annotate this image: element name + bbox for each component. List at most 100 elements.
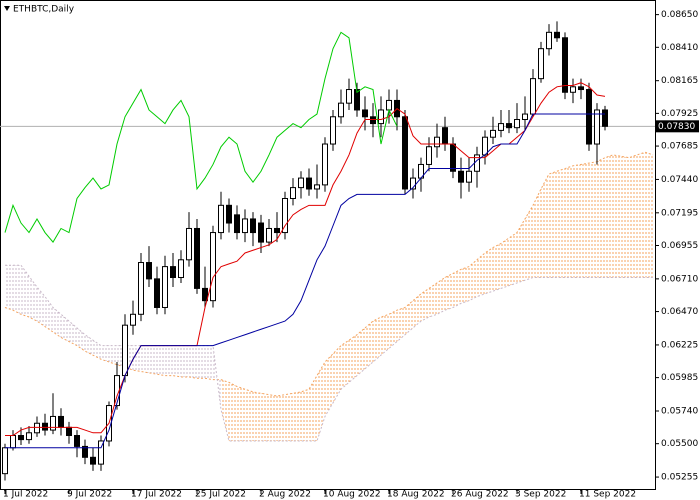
- current-price-box: [655, 120, 699, 133]
- cloud-fill: [221, 379, 229, 441]
- cloud-fill: [413, 293, 421, 328]
- cloud-fill: [357, 327, 365, 376]
- cloud-fill: [61, 314, 69, 342]
- candle-body: [162, 266, 168, 308]
- candle-body: [330, 116, 336, 145]
- candle-body: [450, 143, 456, 172]
- candle-body: [458, 170, 464, 183]
- candle-body: [74, 435, 80, 447]
- candle-body: [234, 214, 240, 234]
- candle-body: [290, 187, 296, 200]
- cloud-fill: [77, 327, 85, 352]
- cloud-fill: [13, 265, 21, 315]
- cloud-fill: [157, 345, 165, 376]
- cloud-fill: [341, 340, 349, 390]
- candle-body: [282, 198, 288, 234]
- cloud-fill: [493, 243, 501, 292]
- chart-title: ETHBTC,Daily: [13, 5, 75, 15]
- cloud-fill: [373, 317, 381, 362]
- cloud-fill: [613, 154, 621, 278]
- cloud-fill: [45, 296, 53, 332]
- cloud-fill: [101, 345, 109, 362]
- candle-body: [98, 440, 104, 465]
- cloud-span-line: [4, 151, 654, 397]
- candle-body: [586, 89, 592, 145]
- cloud-fill: [429, 282, 437, 318]
- cloud-fill: [205, 345, 213, 380]
- y-tick-label: 0.06955: [661, 241, 698, 251]
- cloud-fill: [141, 345, 149, 373]
- candle-body: [538, 48, 544, 80]
- candle-body: [266, 227, 272, 243]
- cloud-fill: [301, 389, 309, 441]
- candle-body: [466, 170, 472, 183]
- candle-body: [154, 278, 160, 308]
- cloud-fill: [509, 232, 517, 286]
- candle-body: [314, 184, 320, 190]
- cloud-fill: [245, 389, 253, 441]
- cloud-fill: [109, 345, 117, 365]
- cloud-fill: [453, 269, 461, 308]
- cloud-fill: [517, 218, 525, 283]
- y-tick-label: 0.07925: [661, 109, 698, 119]
- candle-body: [202, 287, 208, 302]
- cloud-fill: [637, 152, 645, 278]
- candle-body: [178, 259, 184, 279]
- cloud-fill: [37, 287, 45, 327]
- cloud-fill: [197, 345, 205, 379]
- candle-body: [250, 218, 256, 234]
- menu-triangle: [4, 6, 10, 11]
- candle-body: [570, 86, 576, 93]
- candle-body: [170, 266, 176, 279]
- cloud-fill: [445, 273, 453, 311]
- candle-body: [410, 177, 416, 190]
- cloud-fill: [477, 252, 485, 297]
- candle-body: [442, 127, 448, 145]
- cloud-fill: [253, 391, 261, 441]
- x-tick-label: 3 Sep 2022: [515, 490, 566, 500]
- candle-body: [602, 109, 608, 127]
- cloud-fill: [85, 334, 93, 356]
- cloud-fill: [269, 394, 277, 441]
- x-tick-label: 25 Jul 2022: [195, 490, 246, 500]
- cloud-fill: [541, 173, 549, 278]
- indicator-line: [5, 113, 605, 449]
- y-tick-label: 0.08165: [661, 76, 698, 86]
- cloud-fill: [189, 345, 197, 379]
- candle-body: [82, 445, 88, 458]
- candle-body: [562, 37, 568, 93]
- cloud-fill: [421, 288, 429, 322]
- cloud-fill: [53, 307, 61, 338]
- x-tick-label: 26 Aug 2022: [451, 490, 509, 500]
- cloud-fill: [437, 277, 445, 315]
- cloud-fill: [317, 361, 325, 441]
- cloud-fill: [629, 154, 637, 278]
- candle-body: [402, 116, 408, 190]
- cloud-span-line: [5, 264, 653, 442]
- cloud-fill: [261, 393, 269, 441]
- candle-body: [386, 99, 392, 111]
- cloud-fill: [229, 382, 237, 441]
- cloud-fill: [573, 164, 581, 278]
- cloud-fill: [349, 334, 357, 383]
- cloud-fill: [333, 345, 341, 403]
- cloud-fill: [549, 171, 557, 278]
- candle-body: [226, 204, 232, 224]
- candle-body: [50, 415, 56, 431]
- candle-body: [378, 109, 384, 125]
- cloud-fill: [381, 314, 389, 356]
- cloud-fill: [181, 345, 189, 377]
- x-tick-label: 10 Aug 2022: [323, 490, 381, 500]
- cloud-fill: [21, 265, 29, 318]
- candle-body: [90, 456, 96, 465]
- candle-body: [506, 123, 512, 129]
- cloud-fill: [597, 157, 605, 278]
- cloud-fill: [501, 238, 509, 289]
- y-tick-label: 0.05740: [661, 406, 698, 416]
- candle-body: [186, 227, 192, 261]
- cloud-fill: [525, 205, 533, 281]
- candle-body: [274, 227, 280, 234]
- y-tick-label: 0.05985: [661, 373, 698, 383]
- candle-body: [58, 415, 64, 428]
- candle-body: [490, 129, 496, 138]
